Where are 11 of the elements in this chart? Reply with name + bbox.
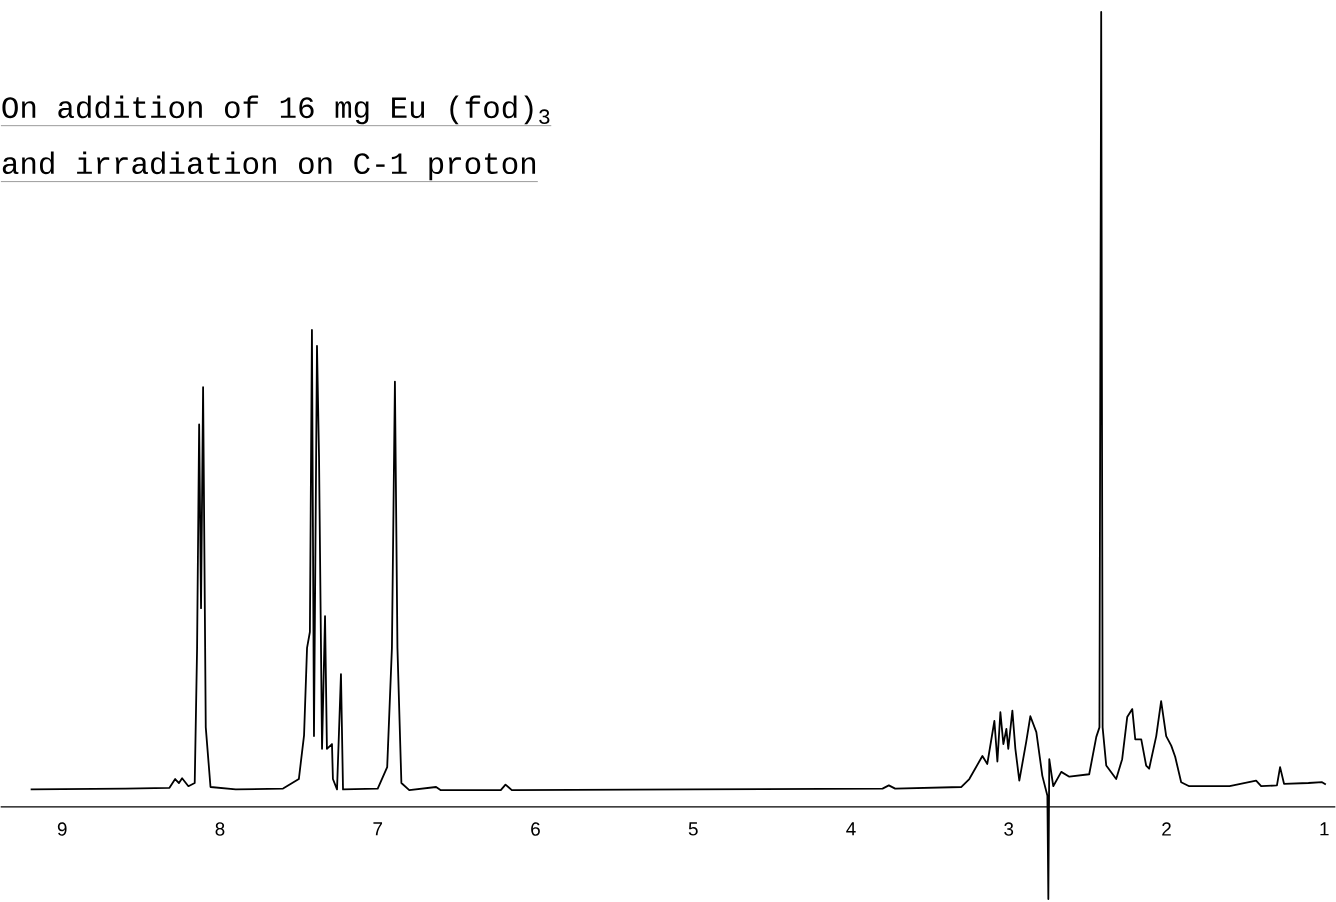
x-tick-label: 3 xyxy=(1004,822,1014,836)
x-tick-label: 7 xyxy=(373,822,383,836)
text: and irradiation on C-1 proton xyxy=(2,151,536,181)
x-tick-label: 5 xyxy=(688,822,698,836)
text: On addition of 16 mg Eu (fod)$_{3}$ xyxy=(2,95,550,125)
x-tick-label: 6 xyxy=(531,822,540,836)
x-tick-label: 2 xyxy=(1162,822,1171,836)
x-tick-label: 4 xyxy=(846,822,856,836)
x-tick-label: 8 xyxy=(215,822,225,836)
x-tick-label: 1 xyxy=(1320,822,1329,836)
x-tick-label: 9 xyxy=(57,822,67,836)
